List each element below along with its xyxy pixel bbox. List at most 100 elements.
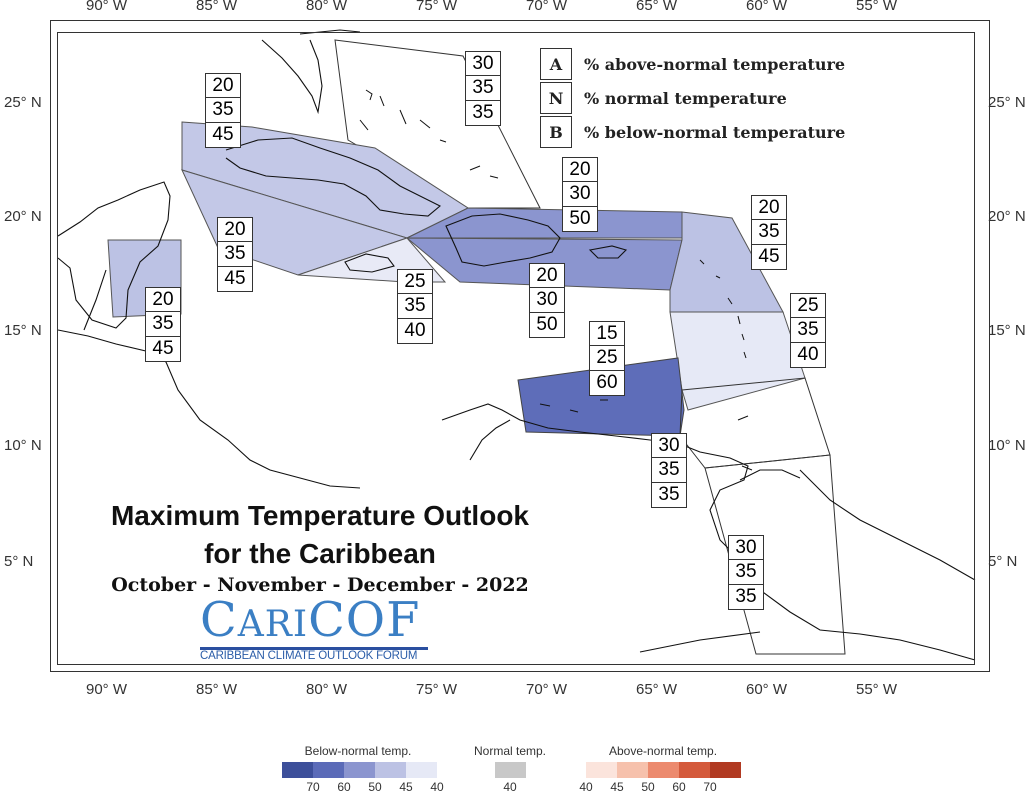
probability-a-value: 30: [465, 50, 501, 77]
probability-box: 30 35 35: [465, 50, 501, 127]
logo-cap2: COF: [308, 592, 421, 648]
probability-b-value: 45: [145, 336, 181, 363]
legend-above-swatch: [648, 762, 679, 778]
key-letter-b: B: [540, 116, 572, 148]
legend-above-value: 45: [610, 780, 624, 794]
probability-a-value: 25: [397, 268, 433, 295]
map-title-line2: for the Caribbean: [204, 538, 436, 569]
probability-a-value: 15: [589, 320, 625, 347]
longitude-tick-label: 85° W: [196, 0, 238, 14]
key-row-above: A % above-normal temperature: [540, 48, 845, 80]
probability-b-value: 45: [217, 266, 253, 293]
longitude-tick-label: 65° W: [636, 681, 678, 698]
probability-b-value: 40: [397, 318, 433, 345]
logo-wordmark: CARICOF: [200, 596, 440, 649]
probability-a-value: 20: [217, 216, 253, 243]
legend-below-value: 60: [337, 780, 351, 794]
longitude-tick-label: 70° W: [526, 681, 568, 698]
legend-above-value: 70: [703, 780, 717, 794]
logo-underline: [200, 647, 428, 650]
key-text-b: % below-normal temperature: [584, 122, 846, 142]
legend-above-swatch: [710, 762, 741, 778]
probability-b-value: 40: [790, 342, 826, 369]
probability-b-value: 35: [651, 482, 687, 509]
latitude-tick-label: 25° N: [988, 94, 1026, 111]
latitude-tick-label: 10° N: [988, 437, 1026, 454]
probability-n-value: 25: [589, 345, 625, 372]
legend-below-swatch: [406, 762, 437, 778]
legend-above-label: Above-normal temp.: [608, 744, 718, 758]
longitude-tick-label: 90° W: [86, 0, 128, 14]
probability-a-value: 20: [562, 156, 598, 183]
probability-a-value: 30: [728, 534, 764, 561]
longitude-tick-label: 60° W: [746, 681, 788, 698]
legend-below-label: Below-normal temp.: [304, 744, 412, 758]
coastlines: [57, 29, 976, 661]
key-text-n: % normal temperature: [584, 88, 787, 108]
caricof-logo: CARICOF CARIBBEAN CLIMATE OUTLOOK FORUM: [200, 596, 440, 662]
legend-above-value: 50: [641, 780, 655, 794]
region-bahamas: [334, 39, 541, 209]
latitude-tick-label: 10° N: [4, 437, 42, 454]
longitude-tick-label: 80° W: [306, 0, 348, 14]
probability-b-value: 60: [589, 370, 625, 397]
probability-b-value: 35: [465, 100, 501, 127]
latitude-tick-label: 5° N: [4, 553, 34, 570]
longitude-tick-label: 55° W: [856, 681, 898, 698]
legend-above-value: 40: [579, 780, 593, 794]
probability-a-value: 30: [651, 432, 687, 459]
legend-above-swatch: [586, 762, 617, 778]
probability-b-value: 35: [728, 584, 764, 611]
probability-box: 20 30 50: [562, 156, 598, 233]
latitude-tick-label: 20° N: [4, 208, 42, 225]
legend-above-value: 60: [672, 780, 686, 794]
longitude-tick-label: 80° W: [306, 681, 348, 698]
probability-box: 20 35 45: [205, 72, 241, 149]
longitude-tick-label: 60° W: [746, 0, 788, 14]
probability-n-value: 30: [529, 287, 565, 314]
key-row-below: B % below-normal temperature: [540, 116, 845, 148]
latitude-tick-label: 5° N: [988, 553, 1018, 570]
legend-above-swatch: [679, 762, 710, 778]
logo-small1: ARI: [237, 604, 309, 645]
probability-n-value: 35: [205, 97, 241, 124]
legend-below-value: 45: [399, 780, 413, 794]
legend-below-value: 50: [368, 780, 382, 794]
probability-n-value: 35: [217, 241, 253, 268]
probability-box: 30 35 35: [651, 432, 687, 509]
probability-box: 20 35 45: [145, 286, 181, 363]
probability-a-value: 20: [145, 286, 181, 313]
legend-below-value: 70: [306, 780, 320, 794]
legend-normal-value: 40: [503, 780, 517, 794]
key-letter-a: A: [540, 48, 572, 80]
latitude-tick-label: 25° N: [4, 94, 42, 111]
key-letter-n: N: [540, 82, 572, 114]
legend-below-swatch: [313, 762, 344, 778]
latitude-tick-label: 20° N: [988, 208, 1026, 225]
forecast-period: October - November - December - 2022: [111, 574, 529, 596]
probability-n-value: 35: [397, 293, 433, 320]
map-inner-frame: [57, 32, 975, 665]
legend-below-swatch: [375, 762, 406, 778]
probability-b-value: 50: [562, 206, 598, 233]
longitude-tick-label: 65° W: [636, 0, 678, 14]
probability-box: 20 35 45: [751, 194, 787, 271]
longitude-tick-label: 70° W: [526, 0, 568, 14]
probability-b-value: 50: [529, 312, 565, 339]
probability-n-value: 35: [728, 559, 764, 586]
longitude-tick-label: 75° W: [416, 681, 458, 698]
longitude-tick-label: 55° W: [856, 0, 898, 14]
region-abc: [517, 357, 685, 437]
legend-below-swatch: [344, 762, 375, 778]
logo-subtitle: CARIBBEAN CLIMATE OUTLOOK FORUM: [200, 650, 418, 662]
longitude-tick-label: 75° W: [416, 0, 458, 14]
key-text-a: % above-normal temperature: [584, 54, 846, 74]
legend-below-value: 40: [430, 780, 444, 794]
probability-box: 25 35 40: [790, 292, 826, 369]
probability-n-value: 35: [751, 219, 787, 246]
probability-b-value: 45: [205, 122, 241, 149]
latitude-tick-label: 15° N: [988, 322, 1026, 339]
legend-normal-label: Normal temp.: [473, 744, 547, 758]
probability-n-value: 35: [145, 311, 181, 338]
